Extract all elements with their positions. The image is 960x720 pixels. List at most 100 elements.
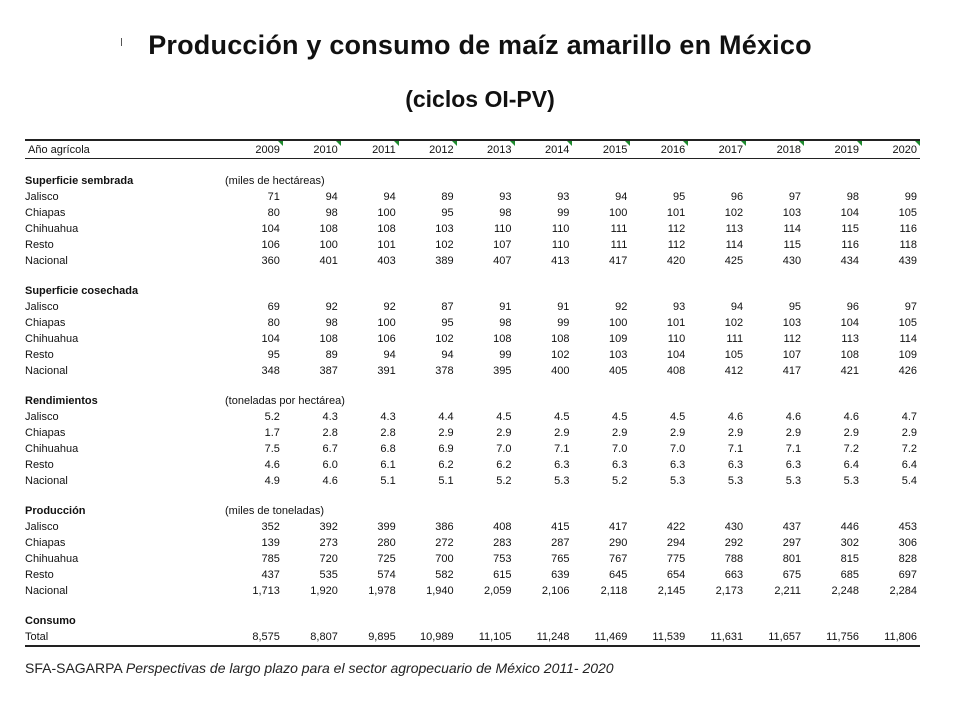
value-cell: 387 bbox=[319, 365, 338, 377]
value-cell: 11,539 bbox=[630, 629, 689, 647]
value-cell: 389 bbox=[435, 255, 454, 267]
value-cell: 104 bbox=[840, 207, 859, 219]
value-cell: 6.3 bbox=[669, 459, 686, 471]
value-cell: 93 bbox=[557, 191, 570, 203]
value-cell: 5.1 bbox=[380, 475, 396, 487]
value-cell: 720 bbox=[319, 553, 338, 565]
value-cell: 107 bbox=[782, 349, 802, 361]
value-cell: 6.2 bbox=[438, 459, 454, 471]
value-cell: 405 bbox=[608, 365, 628, 377]
value-cell: 111 bbox=[610, 239, 628, 251]
value-cell: 114 bbox=[783, 223, 802, 235]
value-cell: 71 bbox=[267, 191, 280, 203]
value-cell: 5.3 bbox=[727, 475, 744, 487]
value-cell: 615 bbox=[493, 569, 512, 581]
value-cell: 108 bbox=[551, 333, 570, 345]
value-cell: 103 bbox=[608, 349, 628, 361]
header-year: 2009 bbox=[225, 139, 283, 159]
section-header-row: Rendimientos (toneladas por hectárea) bbox=[25, 393, 920, 409]
value-cell: 413 bbox=[551, 255, 570, 267]
value-cell: 96 bbox=[730, 191, 744, 203]
value-cell: 110 bbox=[551, 239, 570, 251]
green-corner-marker bbox=[567, 141, 573, 146]
value-cell: 412 bbox=[724, 365, 744, 377]
value-cell: 5.3 bbox=[669, 475, 686, 487]
value-cell: 6.9 bbox=[438, 443, 454, 455]
value-cell: 96 bbox=[846, 301, 859, 313]
value-cell: 94 bbox=[383, 191, 396, 203]
value-cell: 98 bbox=[325, 207, 338, 219]
table-row: Chihuahua 104 108 108 103 110 110 111 112 113 114 1… bbox=[25, 221, 920, 237]
header-year: 2011 bbox=[340, 139, 399, 159]
value-cell: 89 bbox=[441, 191, 454, 203]
green-corner-marker bbox=[915, 141, 920, 146]
value-cell: 446 bbox=[840, 521, 859, 533]
value-cell: 2.9 bbox=[843, 427, 859, 439]
value-cell: 103 bbox=[782, 207, 802, 219]
value-cell: 645 bbox=[608, 569, 628, 581]
green-corner-marker bbox=[277, 141, 283, 146]
value-cell: 115 bbox=[783, 239, 802, 251]
value-cell: 95 bbox=[441, 207, 454, 219]
value-cell: 100 bbox=[608, 317, 628, 329]
value-cell: 91 bbox=[499, 301, 512, 313]
header-year: 2017 bbox=[688, 139, 747, 159]
value-cell: 426 bbox=[898, 365, 917, 377]
value-cell: 1,978 bbox=[368, 585, 396, 597]
spacer-row bbox=[25, 379, 920, 393]
row-label: Jalisco bbox=[25, 301, 59, 313]
source-prefix: SFA-SAGARPA bbox=[25, 660, 126, 676]
header-year: 2012 bbox=[398, 139, 457, 159]
value-cell: 113 bbox=[841, 333, 859, 345]
value-cell: 4.6 bbox=[264, 459, 280, 471]
value-cell: 788 bbox=[724, 553, 744, 565]
value-cell: 11,756 bbox=[804, 629, 862, 647]
table-row: Nacional 1,713 1,920 1,978 1,940 2,059 2,106 2,… bbox=[25, 583, 920, 599]
value-cell: 102 bbox=[551, 349, 570, 361]
section-title: Superficie sembrada bbox=[25, 175, 134, 187]
table-row: Nacional 348 387 391 378 395 400 405 408 412 417 42… bbox=[25, 363, 920, 379]
green-corner-marker bbox=[335, 141, 341, 146]
value-cell: 2.9 bbox=[496, 427, 512, 439]
section-header-row: Consumo bbox=[25, 613, 920, 629]
header-year: 2019 bbox=[804, 139, 862, 159]
value-cell: 2,211 bbox=[774, 585, 802, 597]
table-row: Jalisco 69 92 92 87 91 91 92 93 94 95 96 97 bbox=[25, 299, 920, 315]
value-cell: 106 bbox=[261, 239, 280, 251]
section-unit bbox=[225, 613, 920, 629]
slide-tick-mark bbox=[121, 38, 122, 46]
value-cell: 280 bbox=[377, 537, 396, 549]
source-note: SFA-SAGARPA Perspectivas de largo plazo … bbox=[25, 660, 614, 676]
table-row: Resto 95 89 94 94 99 102 103 104 105 107 108 109 bbox=[25, 347, 920, 363]
value-cell: 6.0 bbox=[322, 459, 338, 471]
value-cell: 283 bbox=[493, 537, 512, 549]
spacer-row bbox=[25, 489, 920, 503]
value-cell: 6.8 bbox=[380, 443, 396, 455]
header-year: 2015 bbox=[572, 139, 631, 159]
value-cell: 785 bbox=[261, 553, 280, 565]
table-row: Nacional 4.9 4.6 5.1 5.1 5.2 5.3 5.2 5.3 5.3 5.3 5.… bbox=[25, 473, 920, 489]
value-cell: 11,806 bbox=[861, 629, 920, 647]
value-cell: 102 bbox=[724, 317, 744, 329]
value-cell: 98 bbox=[499, 317, 512, 329]
value-cell: 6.3 bbox=[612, 459, 628, 471]
header-year: 2018 bbox=[746, 139, 805, 159]
value-cell: 108 bbox=[319, 223, 338, 235]
value-cell: 99 bbox=[557, 317, 570, 329]
value-cell: 6.2 bbox=[496, 459, 512, 471]
value-cell: 767 bbox=[608, 553, 628, 565]
row-label: Chiapas bbox=[25, 207, 66, 219]
value-cell: 4.6 bbox=[727, 411, 744, 423]
value-cell: 4.5 bbox=[612, 411, 628, 423]
value-cell: 765 bbox=[551, 553, 570, 565]
section-title: Consumo bbox=[25, 615, 76, 627]
row-label: Nacional bbox=[25, 255, 68, 267]
spacer-row bbox=[25, 599, 920, 613]
value-cell: 2,248 bbox=[831, 585, 859, 597]
value-cell: 103 bbox=[782, 317, 802, 329]
value-cell: 112 bbox=[667, 223, 686, 235]
value-cell: 6.3 bbox=[554, 459, 570, 471]
value-cell: 94 bbox=[441, 349, 454, 361]
value-cell: 360 bbox=[261, 255, 280, 267]
value-cell: 6.3 bbox=[785, 459, 802, 471]
